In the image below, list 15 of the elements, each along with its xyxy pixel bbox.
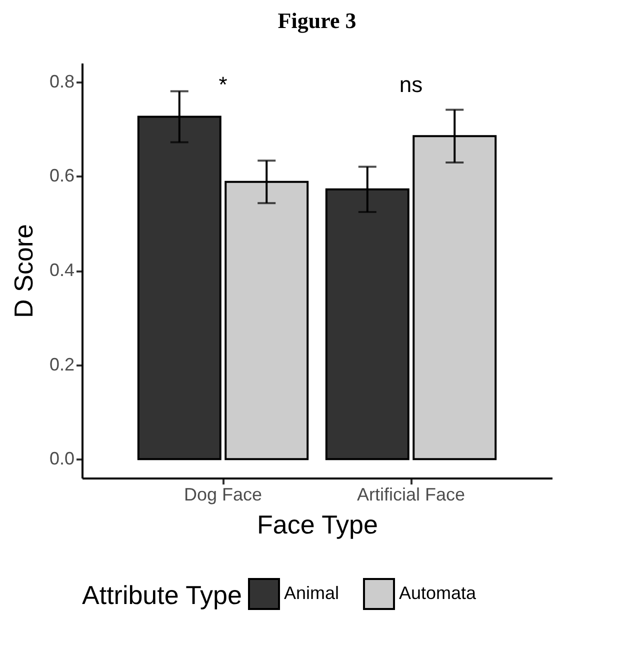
annotation: ns <box>399 72 423 97</box>
x-tick-label: Dog Face <box>184 484 262 504</box>
annotation: * <box>218 72 228 97</box>
y-tick-label: 0.4 <box>49 260 74 280</box>
y-tick-label: 0.2 <box>49 354 74 374</box>
chart-title: Figure 3 <box>278 8 356 33</box>
y-tick-label: 0.0 <box>49 448 74 469</box>
legend-label: Animal <box>284 583 340 603</box>
legend-label: Automata <box>399 583 478 603</box>
x-tick-label: Artificial Face <box>356 484 466 504</box>
y-tick-label: 0.8 <box>49 71 74 92</box>
y-axis-title: D Score <box>8 224 38 318</box>
y-tick-label: 0.6 <box>49 166 74 186</box>
legend-title: Attribute Type <box>82 580 242 610</box>
x-axis-title: Face Type <box>257 510 378 540</box>
